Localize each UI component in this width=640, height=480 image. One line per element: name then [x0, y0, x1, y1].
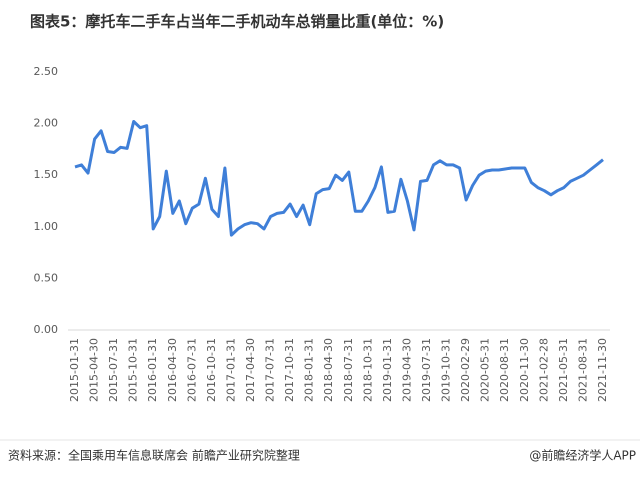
- x-tick-label: 2019-07-31: [420, 338, 433, 402]
- x-tick-label: 2020-05-31: [479, 338, 492, 402]
- x-tick-label: 2017-01-31: [224, 338, 237, 402]
- x-tick-label: 2019-10-31: [440, 338, 453, 402]
- y-tick-label: 2.50: [34, 65, 59, 78]
- y-tick-label: 1.50: [34, 168, 59, 181]
- x-tick-label: 2016-10-31: [205, 338, 218, 402]
- x-tick-label: 2019-04-30: [400, 338, 413, 402]
- x-tick-label: 2021-05-31: [557, 338, 570, 402]
- credit: @前瞻经济学人APP: [529, 448, 636, 463]
- x-tick-label: 2017-10-31: [283, 338, 296, 402]
- line: [74, 120, 604, 237]
- x-tick-label: 2018-01-31: [303, 338, 316, 402]
- x-tick-label: 2020-02-29: [459, 338, 472, 402]
- x-tick-label: 2020-11-30: [518, 338, 531, 402]
- x-tick-label: 2018-10-31: [361, 338, 374, 402]
- x-tick-label: 2016-04-30: [166, 338, 179, 402]
- y-tick-label: 0.50: [34, 271, 59, 284]
- x-tick-label: 2021-08-31: [576, 338, 589, 402]
- x-tick-label: 2015-04-30: [88, 338, 101, 402]
- y-tick-label: 1.00: [34, 220, 59, 233]
- x-tick-label: 2015-01-31: [68, 338, 81, 402]
- x-tick-label: 2017-04-30: [244, 338, 257, 402]
- x-tick-label: 2015-07-31: [107, 338, 120, 402]
- source: 资料来源：全国乘用车信息联席会 前瞻产业研究院整理: [8, 448, 300, 463]
- x-tick-label: 2021-11-30: [596, 338, 609, 402]
- x-tick-label: 2021-02-28: [537, 338, 550, 402]
- x-tick-label: 2015-10-31: [127, 338, 140, 402]
- x-tick-label: 2018-04-30: [322, 338, 335, 402]
- x-tick-label: 2020-08-31: [498, 338, 511, 402]
- x-tick-label: 2018-07-31: [342, 338, 355, 402]
- x-tick-label: 2017-07-31: [264, 338, 277, 402]
- x-tick-label: 2016-01-31: [146, 338, 159, 402]
- x-tick-label: 2019-01-31: [381, 338, 394, 402]
- y-tick-label: 2.00: [34, 117, 59, 130]
- y-tick-label: 0.00: [34, 323, 59, 336]
- x-tick-label: 2016-07-31: [185, 338, 198, 402]
- chart-title: 图表5：摩托车二手车占当年二手机动车总销量比重(单位：%): [30, 13, 444, 31]
